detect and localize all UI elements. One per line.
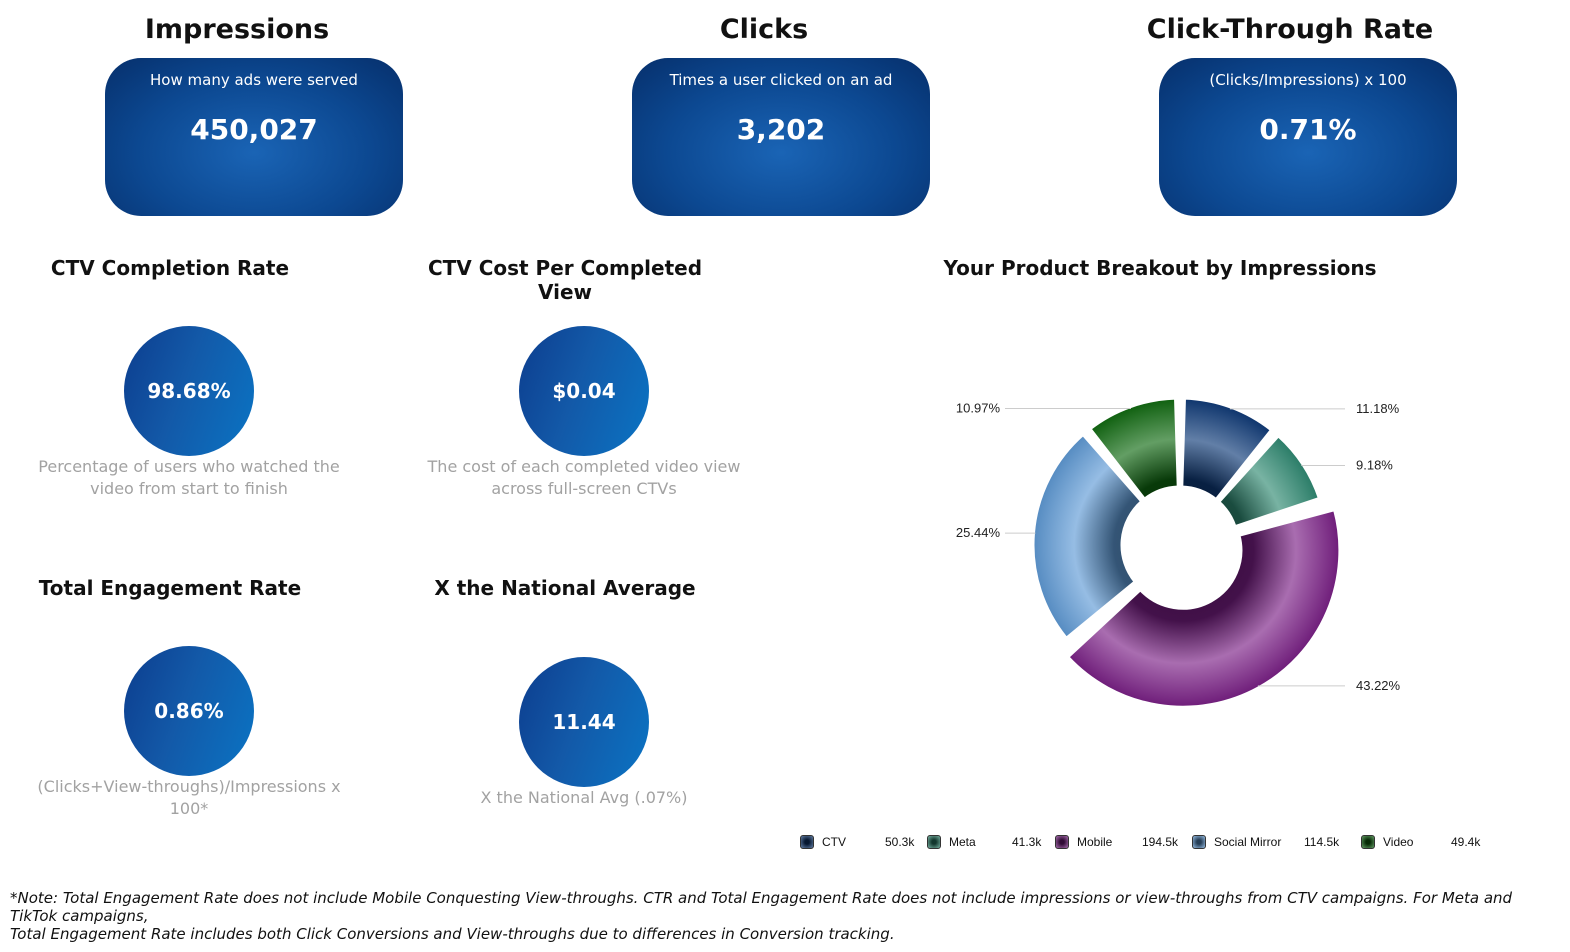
donut-slice-mobile — [1066, 508, 1342, 709]
footnote-line1: *Note: Total Engagement Rate does not in… — [10, 889, 1513, 925]
ctv-completion-value: 98.68% — [147, 379, 231, 403]
engagement-rate-description: (Clicks+View-throughs)/Impressions x 100… — [24, 776, 354, 820]
engagement-rate-value: 0.86% — [154, 699, 224, 723]
legend-swatch-icon — [1361, 835, 1375, 849]
national-average-value: 11.44 — [552, 710, 616, 734]
ctv-cpcv-desc-line2: across full-screen CTVs — [491, 479, 677, 498]
impressions-card: How many ads were served 450,027 — [105, 58, 403, 216]
donut-slice-video — [1088, 396, 1180, 501]
legend-label: Mobile — [1077, 835, 1113, 849]
ctr-description: (Clicks/Impressions) x 100 — [1209, 71, 1407, 89]
ctv-cpcv-desc-line1: The cost of each completed video view — [427, 457, 741, 476]
ctv-completion-desc-line2: video from start to finish — [90, 479, 288, 498]
percent-label-meta: 9.18% — [1356, 458, 1393, 473]
legend-item-social-mirror: Social Mirror — [1192, 833, 1281, 851]
ctv-completion-circle: 98.68% — [124, 326, 254, 456]
legend-value: 50.3k — [885, 835, 915, 849]
clicks-value: 3,202 — [736, 113, 826, 146]
legend-swatch-icon — [1055, 835, 1069, 849]
engagement-rate-title: Total Engagement Rate — [38, 576, 302, 600]
engagement-rate-circle: 0.86% — [124, 646, 254, 776]
impressions-description: How many ads were served — [150, 71, 358, 89]
chart-legend: CTV 50.3k Meta 41.3k Mobile 194.5k Social Mirr… — [800, 833, 1500, 853]
ctv-cpcv-description: The cost of each completed video view ac… — [419, 456, 749, 500]
ctv-cpcv-circle: $0.04 — [519, 326, 649, 456]
donut-slice-ctv — [1180, 396, 1273, 502]
clicks-title: Clicks — [719, 14, 809, 45]
percent-label-social-mirror: 25.44% — [956, 525, 1001, 540]
legend-value: 114.5k — [1304, 835, 1340, 849]
impressions-title: Impressions — [144, 14, 330, 45]
legend-swatch-icon — [1192, 835, 1206, 849]
national-average-description: X the National Avg (.07%) — [419, 787, 749, 809]
legend-label: Video — [1383, 835, 1414, 849]
donut-slice-social-mirror — [1031, 433, 1144, 640]
donut-slice-meta — [1217, 434, 1321, 529]
engagement-rate-desc-line1: (Clicks+View-throughs)/Impressions x — [37, 777, 341, 796]
percent-label-ctv: 11.18% — [1356, 401, 1400, 416]
ctv-completion-title: CTV Completion Rate — [50, 256, 290, 280]
ctv-completion-description: Percentage of users who watched the vide… — [24, 456, 354, 500]
legend-swatch-icon — [927, 835, 941, 849]
national-average-title: X the National Average — [434, 576, 696, 600]
chart-title: Your Product Breakout by Impressions — [943, 256, 1377, 280]
legend-item-ctv: CTV — [800, 833, 846, 851]
ctr-card: (Clicks/Impressions) x 100 0.71% — [1159, 58, 1457, 216]
impressions-value: 450,027 — [190, 113, 318, 146]
engagement-rate-desc-line2: 100* — [169, 799, 209, 818]
legend-value: 41.3k — [1012, 835, 1042, 849]
legend-label: Social Mirror — [1214, 835, 1282, 849]
legend-label: CTV — [822, 835, 846, 849]
legend-label: Meta — [949, 835, 976, 849]
footnote-line2: Total Engagement Rate includes both Clic… — [10, 925, 895, 943]
ctv-cpcv-value: $0.04 — [552, 379, 616, 403]
clicks-card: Times a user clicked on an ad 3,202 — [632, 58, 930, 216]
national-average-desc-line1: X the National Avg (.07%) — [480, 788, 688, 807]
legend-swatch-icon — [800, 835, 814, 849]
legend-item-meta: Meta — [927, 833, 976, 851]
legend-value: 194.5k — [1142, 835, 1179, 849]
legend-value: 49.4k — [1451, 835, 1481, 849]
percent-label-mobile: 43.22% — [1356, 678, 1401, 693]
ctv-completion-desc-line1: Percentage of users who watched the — [38, 457, 340, 476]
product-breakout-donut-chart: 11.18% 9.18% 43.22% 25.44% 10.97% — [956, 396, 1401, 709]
legend-item-mobile: Mobile — [1055, 833, 1112, 851]
legend-item-video: Video — [1361, 833, 1413, 851]
footnote: *Note: Total Engagement Rate does not in… — [10, 889, 1560, 943]
national-average-circle: 11.44 — [519, 657, 649, 787]
ctr-title: Click-Through Rate — [1146, 14, 1434, 45]
ctr-value: 0.71% — [1259, 113, 1357, 146]
clicks-description: Times a user clicked on an ad — [669, 71, 893, 89]
ctv-cpcv-title: CTV Cost Per Completed View — [427, 256, 703, 304]
percent-label-video: 10.97% — [956, 401, 1001, 416]
